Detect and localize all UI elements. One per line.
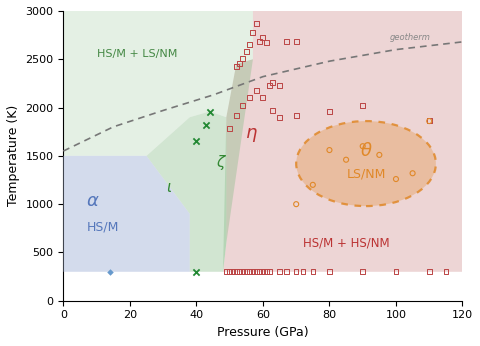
X-axis label: Pressure (GPa): Pressure (GPa) (217, 326, 309, 339)
Point (263, 40, 270, 46)
Text: θ: θ (360, 142, 372, 160)
Text: HS/M + HS/NM: HS/M + HS/NM (303, 237, 389, 250)
Point (256, 269, 264, 275)
Point (232, 269, 240, 275)
Point (325, 109, 333, 114)
Point (299, 269, 307, 275)
Point (359, 103, 367, 108)
Polygon shape (63, 11, 253, 156)
Ellipse shape (296, 121, 436, 206)
Point (425, 117, 433, 123)
Point (325, 147, 333, 153)
Text: geotherm: geotherm (389, 33, 430, 42)
Point (282, 39, 290, 45)
Point (226, 126, 233, 131)
Point (259, 35, 267, 41)
Point (392, 269, 400, 275)
Polygon shape (223, 11, 463, 272)
Text: η: η (246, 125, 258, 143)
Point (232, 112, 240, 118)
Point (266, 83, 274, 88)
Point (269, 108, 277, 113)
Point (259, 269, 267, 275)
Point (203, 122, 210, 128)
Point (409, 171, 417, 176)
Polygon shape (190, 59, 253, 272)
Point (192, 139, 200, 144)
Point (229, 269, 237, 275)
Point (242, 49, 250, 54)
Point (239, 103, 247, 108)
Point (425, 118, 433, 124)
Point (292, 112, 300, 118)
Point (309, 269, 317, 275)
Point (292, 269, 300, 275)
Polygon shape (63, 156, 190, 272)
Text: HS/M: HS/M (86, 220, 119, 233)
Text: ι: ι (167, 180, 171, 194)
Point (252, 21, 260, 26)
Point (359, 144, 367, 149)
Point (442, 269, 450, 275)
Point (236, 269, 243, 275)
Point (266, 269, 274, 275)
Point (206, 110, 214, 115)
Point (252, 88, 260, 93)
Point (239, 55, 247, 61)
Point (325, 269, 333, 275)
Text: HS/M + LS/NM: HS/M + LS/NM (96, 49, 177, 59)
Point (192, 269, 200, 275)
Point (246, 269, 253, 275)
Point (292, 201, 300, 207)
Y-axis label: Temperature (K): Temperature (K) (7, 105, 20, 207)
Point (252, 269, 260, 275)
Point (106, 269, 114, 275)
Point (249, 29, 257, 35)
Point (232, 64, 240, 70)
Point (246, 95, 253, 101)
Point (276, 269, 283, 275)
Point (292, 39, 300, 45)
Point (359, 269, 367, 275)
Point (425, 269, 433, 275)
Point (342, 157, 350, 163)
Text: ζ: ζ (216, 155, 225, 171)
Point (239, 269, 247, 275)
Point (263, 269, 270, 275)
Point (242, 269, 250, 275)
Point (226, 269, 233, 275)
Point (246, 42, 253, 47)
Point (375, 152, 383, 158)
Point (309, 182, 317, 188)
Point (276, 115, 283, 120)
Text: LS/NM: LS/NM (347, 167, 386, 180)
Polygon shape (146, 111, 227, 272)
Point (259, 95, 267, 101)
Point (223, 269, 230, 275)
Point (282, 269, 290, 275)
Text: α: α (86, 192, 98, 210)
Point (269, 80, 277, 85)
Point (392, 176, 400, 182)
Point (236, 60, 243, 66)
Point (276, 83, 283, 88)
Point (256, 39, 264, 45)
Point (249, 269, 257, 275)
